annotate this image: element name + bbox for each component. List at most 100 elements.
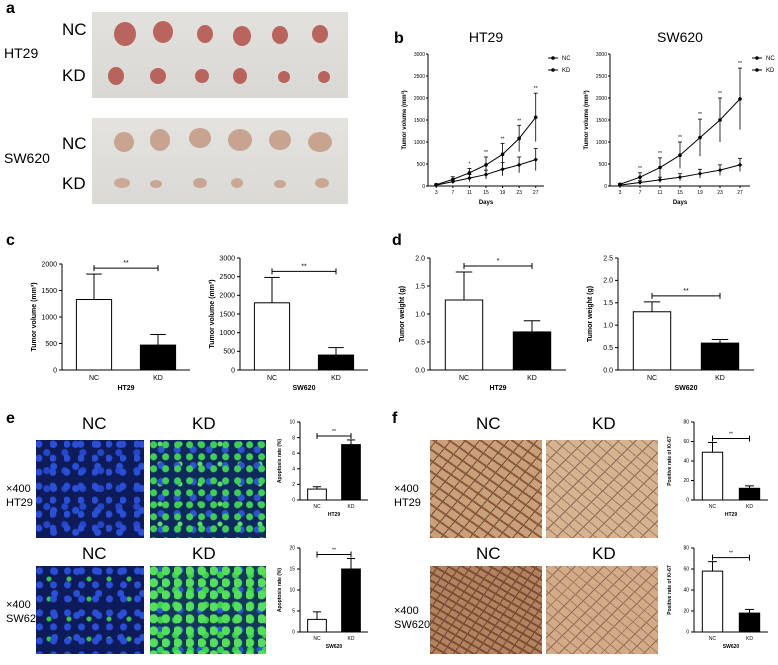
panel-label-a: a [6, 0, 15, 17]
y-tick-label: 0 [686, 630, 689, 636]
legend-label: NC [766, 56, 775, 62]
y-axis-label: Tumor volume (mm³) [31, 282, 38, 351]
bar-kd [700, 342, 740, 371]
significance-label: ** [729, 431, 733, 437]
x-tick-label: KD [348, 504, 355, 510]
data-point-kd [657, 177, 663, 183]
y-tick-label: 20 [683, 609, 689, 615]
bar-chart-ki67-ht29: 0 20 40 60 80 NC KD ** HT29 Positive rate of Ki-6… [667, 420, 768, 518]
magnification-label: ×400 [6, 599, 31, 611]
x-tick-label: 11 [657, 190, 662, 196]
data-point-nc [533, 115, 538, 120]
significance-label: ** [517, 118, 521, 124]
row-label-sw620-nc: NC [62, 134, 87, 153]
x-tick-label: KD [746, 504, 753, 510]
x-tick-label: NC [459, 375, 469, 382]
panel-label-e: e [6, 410, 15, 427]
x-axis-label: Days [479, 200, 494, 206]
panel-label-c: c [6, 232, 15, 249]
x-tick-label: NC [267, 375, 277, 382]
y-tick-label: 0.0 [603, 367, 613, 374]
legend-label: NC [562, 56, 570, 62]
bar-nc [701, 570, 724, 633]
bar-chart-weight-sw620: 0.0 0.5 1.0 1.5 2.0 2.5 NC KD ** SW620 Tumor weigh… [587, 255, 754, 392]
y-tick-label: 60 [683, 439, 689, 445]
y-tick-label: 20 [683, 478, 689, 484]
cell-label: SW620 [394, 619, 431, 631]
x-axis-label: SW620 [293, 385, 316, 392]
significance-label: ** [718, 91, 722, 97]
y-tick-label: 1.5 [603, 300, 613, 307]
y-tick-label: 0 [686, 498, 689, 504]
x-axis-label: SW620 [326, 644, 343, 650]
tumor-specimens [108, 21, 332, 188]
x-tick-label: KD [746, 636, 753, 642]
bar-kd [738, 612, 761, 633]
legend-marker [551, 56, 555, 60]
x-tick-label: 23 [717, 190, 723, 196]
data-point-nc [484, 163, 488, 167]
tunel-image-sw620-kd [150, 566, 266, 654]
y-tick-label: 6 [292, 451, 295, 457]
y-tick-label: 0 [53, 367, 57, 374]
bar-chart-volume-ht29: 0 500 1000 1500 2000 NC KD ** HT29 Tumor volume (… [31, 260, 190, 392]
data-point-kd [483, 172, 489, 177]
data-point-nc [738, 97, 742, 101]
x-tick-label: KD [715, 375, 725, 382]
bar-kd [738, 487, 761, 501]
bar-nc [444, 299, 484, 371]
data-point-nc [638, 175, 642, 179]
line-chart-ht29: HT29 0 500 1000 1500 2000 2500 3000 3 7 11 15 19 23 27… [401, 29, 570, 206]
data-point-nc [678, 153, 682, 157]
y-tick-label: 1500 [596, 118, 607, 124]
x-axis-label: SW620 [675, 385, 698, 392]
y-tick-label: 0 [231, 367, 235, 374]
y-tick-label: 1.5 [415, 283, 425, 290]
bar-nc [307, 488, 327, 501]
data-point-nc [698, 135, 702, 140]
ihc-image-sw620-nc [430, 566, 542, 654]
col-label-f-nc-2: NC [476, 544, 501, 563]
y-tick-label: 4 [292, 466, 295, 472]
significance-label: ** [123, 260, 129, 267]
y-tick-label: 2.0 [415, 255, 425, 262]
y-tick-label: 0.5 [603, 345, 613, 352]
significance-label: ** [332, 548, 336, 554]
data-point-kd [677, 175, 683, 180]
x-tick-label: 7 [639, 190, 642, 196]
y-axis-label: Positive rate of Ki-67 [667, 565, 673, 615]
significance-label: ** [534, 86, 538, 92]
x-tick-label: 15 [677, 190, 683, 196]
y-axis-label: Tumor volume (mm³) [583, 90, 590, 149]
legend-label: KD [766, 68, 775, 74]
data-point-nc [451, 177, 455, 182]
col-label-f-nc: NC [476, 414, 501, 433]
ihc-image-sw620-kd [546, 566, 658, 654]
x-tick-label: NC [647, 375, 657, 382]
significance-label: ** [658, 151, 662, 157]
y-tick-label: 15 [289, 567, 295, 573]
y-tick-label: 2500 [596, 74, 607, 80]
x-axis-label: HT29 [725, 512, 737, 518]
data-point-kd [717, 167, 723, 173]
x-tick-label: 3 [619, 190, 622, 196]
y-tick-label: 1500 [219, 311, 235, 318]
x-tick-label: 27 [737, 190, 743, 196]
x-tick-label: KD [331, 375, 341, 382]
significance-label: ** [678, 135, 682, 141]
y-axis-label: Tumor volume (mm³) [401, 90, 408, 149]
cell-label: SW620 [6, 613, 43, 625]
bar-nc [307, 618, 327, 633]
significance-label: ** [698, 112, 702, 118]
y-tick-label: 500 [599, 162, 608, 168]
ihc-image-ht29-kd [546, 440, 658, 538]
magnification-label: ×400 [394, 605, 419, 617]
x-axis-label: HT29 [489, 385, 506, 392]
y-tick-label: 1000 [596, 140, 607, 146]
x-tick-label: 11 [467, 190, 472, 196]
significance-label: ** [484, 150, 488, 156]
significance-label: ** [683, 288, 689, 295]
y-tick-label: 500 [223, 349, 235, 356]
y-tick-label: 3000 [596, 52, 607, 58]
y-tick-label: 1500 [414, 118, 425, 124]
